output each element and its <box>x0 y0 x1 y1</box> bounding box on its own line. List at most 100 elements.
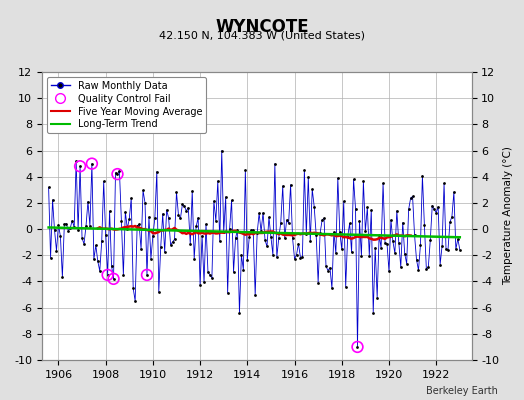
Point <box>424 264 432 270</box>
Point <box>385 268 393 274</box>
Point <box>272 254 281 260</box>
Point <box>214 178 222 184</box>
Point <box>267 234 275 240</box>
Point <box>241 167 249 173</box>
Point <box>359 178 367 184</box>
Point <box>78 235 86 242</box>
Point <box>194 215 202 221</box>
Text: 42.150 N, 104.383 W (United States): 42.150 N, 104.383 W (United States) <box>159 30 365 40</box>
Point <box>131 298 139 304</box>
Point <box>397 264 405 270</box>
Point <box>102 232 110 238</box>
Point <box>277 220 285 226</box>
Point <box>361 228 369 234</box>
Point <box>237 252 246 258</box>
Point <box>253 230 261 236</box>
Point <box>337 246 346 252</box>
Point <box>310 204 319 210</box>
Point <box>455 246 464 253</box>
Point <box>420 222 429 228</box>
Point <box>52 248 61 254</box>
Point <box>111 170 119 176</box>
Point <box>167 242 175 248</box>
Point <box>133 223 141 229</box>
Point <box>227 197 236 204</box>
Point <box>208 274 216 281</box>
Point <box>355 218 364 224</box>
Point <box>235 310 244 316</box>
Point <box>454 236 462 242</box>
Point <box>308 186 316 192</box>
Point <box>328 285 336 292</box>
Point <box>322 263 330 270</box>
Point <box>247 227 255 233</box>
Point <box>340 198 348 204</box>
Point <box>121 209 129 215</box>
Point <box>357 253 366 259</box>
Point <box>162 207 171 213</box>
Point <box>88 160 96 167</box>
Point <box>326 264 334 271</box>
Point <box>66 225 74 231</box>
Point <box>314 280 322 286</box>
Point <box>347 249 356 256</box>
Point <box>377 245 385 251</box>
Point <box>324 267 332 274</box>
Point <box>367 207 376 213</box>
Point <box>117 218 126 224</box>
Point <box>330 229 338 235</box>
Point <box>103 272 112 278</box>
Point <box>160 249 169 255</box>
Point <box>432 209 440 216</box>
Point <box>230 269 238 275</box>
Point <box>141 200 149 206</box>
Point <box>155 289 163 295</box>
Point <box>255 210 264 216</box>
Point <box>84 198 92 205</box>
Point <box>143 272 151 278</box>
Point <box>375 232 384 238</box>
Point <box>342 284 350 290</box>
Point <box>110 276 118 282</box>
Point <box>444 246 452 253</box>
Point <box>275 234 283 241</box>
Point <box>271 160 279 167</box>
Point <box>430 206 439 212</box>
Point <box>353 344 362 350</box>
Point <box>127 195 135 201</box>
Point <box>440 180 448 186</box>
Point <box>391 250 399 256</box>
Point <box>285 220 293 226</box>
Point <box>184 204 192 211</box>
Point <box>408 193 417 200</box>
Point <box>107 263 116 269</box>
Point <box>245 234 254 240</box>
Point <box>180 203 189 210</box>
Point <box>48 196 57 203</box>
Text: Berkeley Earth: Berkeley Earth <box>426 386 498 396</box>
Point <box>170 236 179 242</box>
Point <box>123 225 132 232</box>
Point <box>434 204 442 210</box>
Point <box>373 294 381 301</box>
Legend: Raw Monthly Data, Quality Control Fail, Five Year Moving Average, Long-Term Tren: Raw Monthly Data, Quality Control Fail, … <box>47 77 206 133</box>
Point <box>220 229 228 236</box>
Point <box>137 246 145 252</box>
Point <box>58 274 67 280</box>
Point <box>190 256 199 262</box>
Point <box>379 180 387 186</box>
Point <box>76 163 84 170</box>
Point <box>416 242 424 248</box>
Point <box>105 208 114 214</box>
Point <box>225 226 234 232</box>
Point <box>149 232 157 239</box>
Point <box>318 217 326 223</box>
Point <box>438 242 446 249</box>
Point <box>363 204 372 211</box>
Point <box>200 279 208 286</box>
Point <box>60 221 69 228</box>
Point <box>210 198 218 204</box>
Point <box>452 246 460 252</box>
Point <box>332 250 340 257</box>
Point <box>345 220 354 227</box>
